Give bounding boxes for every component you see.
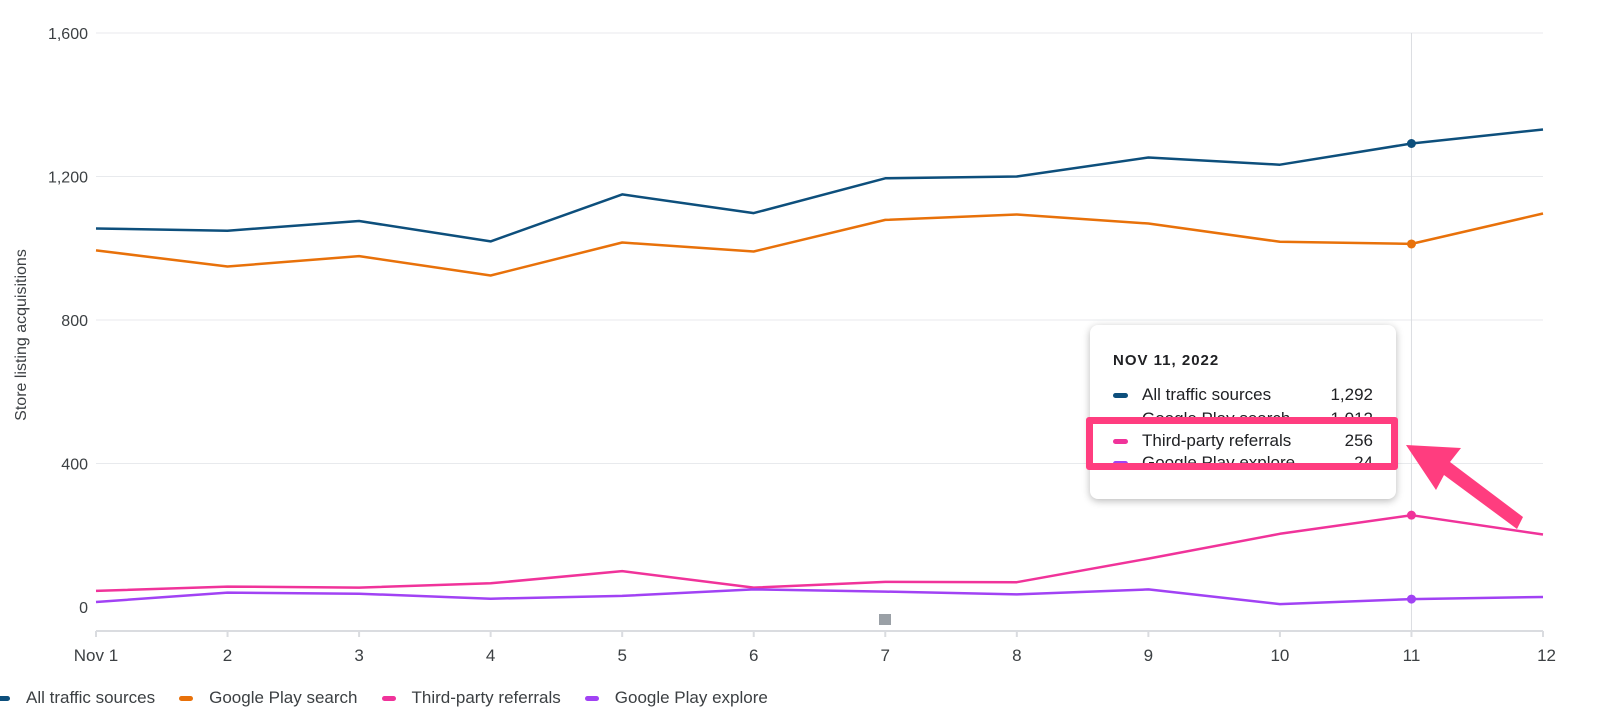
legend-label: Google Play search [209, 688, 358, 707]
legend-item-play-search[interactable]: Google Play search [179, 688, 358, 708]
tooltip-series-name: All traffic sources [1142, 385, 1272, 404]
annotation-arrow [1406, 445, 1523, 529]
tooltip-series-name: Third-party referrals [1142, 431, 1292, 450]
x-axis-ticks: Nov 1 2 3 4 5 6 7 8 9 10 11 12 [74, 631, 1556, 665]
legend-label: All traffic sources [26, 688, 156, 707]
legend-item-all-traffic[interactable]: All traffic sources [0, 688, 155, 708]
series-line-1 [95, 212, 1544, 277]
legend-swatch [584, 695, 599, 701]
series-line-0 [95, 128, 1544, 243]
y-tick-label: 400 [61, 457, 88, 474]
y-tick-label: 0 [79, 600, 88, 617]
x-tick-label: 5 [617, 646, 626, 665]
x-tick-label: 3 [354, 646, 363, 665]
tooltip-row-all-traffic: All traffic sources 1,292 [1113, 383, 1373, 407]
legend: All traffic sources Google Play search T… [0, 686, 792, 710]
y-tick-label: 1,600 [48, 26, 88, 43]
line-chart: 0 400 800 1,200 1,600 Store listing acquisit… [13, 26, 1556, 665]
tooltip-swatch [1113, 392, 1128, 398]
y-tick-label: 800 [61, 313, 88, 330]
annotation-highlight-box [1086, 417, 1398, 470]
tooltip-row-third-party: Third-party referrals 256 [1113, 429, 1373, 453]
tooltip-swatch [1113, 416, 1128, 417]
series-lines [95, 128, 1544, 606]
x-tick-label: 9 [1144, 646, 1153, 665]
x-tick-label: 6 [749, 646, 758, 665]
tooltip-date: NOV 11, 2022 [1113, 352, 1220, 369]
tooltip-series-value: 256 [1344, 431, 1373, 450]
legend-swatch [0, 695, 10, 701]
x-tick-label: 4 [486, 646, 495, 665]
x-tick-label: 10 [1270, 646, 1289, 665]
x-tick-label: Nov 1 [74, 646, 118, 665]
y-tick-label: 1,200 [48, 170, 88, 187]
legend-label: Google Play explore [614, 688, 768, 707]
legend-item-third-party[interactable]: Third-party referrals [381, 688, 561, 708]
series-line-3 [95, 588, 1544, 606]
tooltip-series-value: 1,012 [1330, 409, 1373, 417]
hover-point-3 [1406, 594, 1416, 604]
x-tick-label: 12 [1537, 646, 1556, 665]
x-tick-label: 2 [223, 646, 232, 665]
hover-points [1406, 138, 1416, 604]
legend-item-play-explore[interactable]: Google Play explore [584, 688, 768, 708]
y-axis-ticks: 0 400 800 1,200 1,600 [48, 26, 88, 617]
series-line-2 [95, 513, 1544, 593]
hover-point-1 [1406, 239, 1416, 249]
hover-point-2 [1406, 510, 1416, 520]
legend-swatch [381, 695, 396, 701]
tooltip-row-clip: Google Play search 1,012 [1090, 405, 1396, 417]
tooltip-row-play-search: Google Play search 1,012 [1113, 407, 1373, 417]
tooltip-series-value: 1,292 [1330, 385, 1373, 404]
y-axis-label: Store listing acquisitions [13, 249, 30, 421]
scroll-handle[interactable] [879, 614, 891, 625]
hover-point-0 [1406, 138, 1416, 148]
legend-swatch [179, 695, 194, 701]
tooltip-series-name: Google Play search [1142, 409, 1330, 417]
tooltip-swatch [1113, 438, 1128, 444]
x-tick-label: 8 [1012, 646, 1021, 665]
chart-tooltip: NOV 11, 2022 All traffic sources 1,292 G… [1090, 325, 1396, 499]
x-tick-label: 11 [1403, 646, 1421, 665]
legend-label: Third-party referrals [411, 688, 561, 707]
x-tick-label: 7 [881, 646, 890, 665]
